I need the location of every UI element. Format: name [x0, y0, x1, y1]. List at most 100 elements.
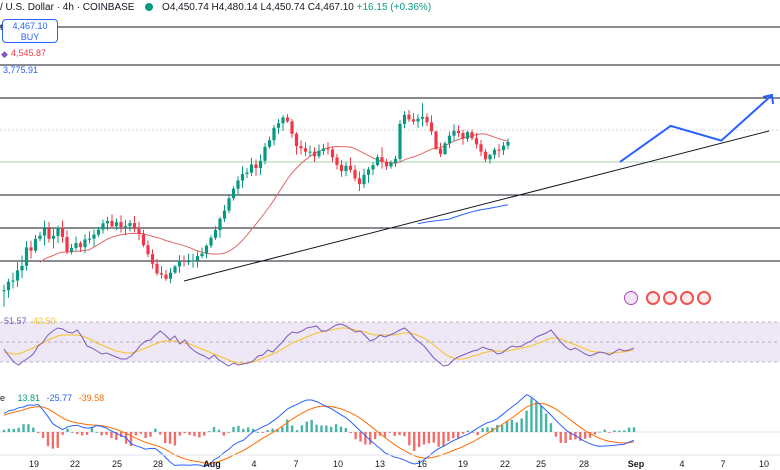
- candle: [159, 273, 164, 275]
- candle: [236, 180, 240, 189]
- macd-histogram-bar: [417, 432, 421, 448]
- candle: [425, 116, 429, 123]
- candle: [447, 135, 452, 144]
- candle: [317, 150, 321, 157]
- macd-histogram-bar: [139, 432, 142, 434]
- candle: [326, 148, 330, 150]
- macd-histogram-bar: [120, 432, 123, 437]
- macd-histogram-bar: [207, 431, 211, 433]
- candle: [339, 164, 344, 172]
- high-marker-icon: ◆: [1, 49, 8, 59]
- macd-legend[interactable]: e 13.81 -25.77 -39.58: [0, 393, 104, 403]
- macd-histogram-bar: [237, 425, 240, 432]
- economic-event-icon[interactable]: [663, 291, 677, 305]
- macd-histogram-bar: [491, 427, 494, 432]
- macd-histogram-bar: [344, 428, 348, 432]
- macd-histogram-bar: [520, 418, 523, 432]
- macd-histogram-bar: [271, 428, 274, 432]
- candle: [285, 117, 290, 122]
- macd-histogram-bar: [632, 427, 636, 432]
- macd-histogram-bar: [627, 427, 631, 432]
- candle: [488, 154, 492, 160]
- macd-signal-value: -39.58: [78, 393, 105, 403]
- candle: [218, 218, 222, 231]
- x-axis-tick-label: 22: [69, 459, 81, 469]
- macd-label: e: [0, 393, 6, 403]
- macd-histogram-bar: [603, 429, 606, 432]
- macd-histogram-bar: [554, 432, 558, 437]
- macd-histogram-bar: [300, 425, 304, 432]
- economic-event-icon[interactable]: [697, 291, 711, 305]
- candle: [164, 274, 168, 279]
- macd-histogram-bar: [7, 428, 11, 432]
- macd-histogram-bar: [432, 432, 435, 443]
- macd-histogram-bar: [466, 430, 470, 432]
- macd-histogram-bar: [286, 419, 289, 432]
- candle: [33, 238, 38, 251]
- candle: [119, 222, 123, 228]
- macd-histogram-bar: [66, 428, 69, 432]
- macd-histogram-bar: [251, 428, 255, 432]
- candle: [380, 157, 384, 163]
- candle: [209, 237, 213, 246]
- price-marker: t: [0, 22, 3, 32]
- macd-histogram-bar: [618, 430, 621, 432]
- candle: [11, 280, 15, 282]
- event-markers: [624, 291, 711, 305]
- economic-event-icon[interactable]: [646, 291, 660, 305]
- macd-histogram-bar: [334, 424, 338, 432]
- macd-histogram-bar: [549, 423, 553, 432]
- rsi-ma-line: [3, 327, 635, 364]
- candle: [443, 143, 447, 155]
- x-axis-tick-label: Aug: [203, 459, 221, 469]
- candle: [2, 290, 6, 292]
- candle: [429, 122, 434, 132]
- candle: [60, 227, 65, 237]
- rsi-value: 51.57: [4, 316, 27, 326]
- macd-histogram-bar: [525, 410, 528, 432]
- macd-histogram-bar: [564, 432, 567, 443]
- macd-histogram-bar: [613, 430, 616, 432]
- candle: [348, 165, 353, 170]
- dividend-marker-icon[interactable]: [624, 291, 638, 305]
- candle: [465, 132, 470, 139]
- macd-histogram-bar: [325, 425, 328, 432]
- candle: [191, 260, 195, 262]
- macd-histogram-bar: [154, 428, 157, 432]
- candle: [456, 130, 461, 134]
- candle: [276, 123, 281, 128]
- rsi-legend[interactable]: 51.57 42.50: [4, 316, 56, 326]
- candle: [29, 247, 33, 251]
- macd-histogram-bar: [183, 432, 186, 434]
- candle: [479, 144, 483, 152]
- candle: [506, 141, 510, 146]
- macd-histogram-bar: [500, 424, 504, 432]
- macd-histogram-bar: [427, 432, 431, 444]
- macd-histogram-bar: [266, 430, 269, 432]
- macd-histogram-bar: [110, 432, 113, 438]
- buy-button[interactable]: 4,467.10 BUY: [2, 19, 58, 43]
- macd-histogram-bar: [383, 432, 387, 438]
- macd-histogram-bar: [422, 432, 426, 445]
- macd-histogram-bar: [105, 432, 108, 435]
- macd-histogram-bar: [36, 432, 40, 434]
- macd-histogram-bar: [193, 432, 196, 437]
- symbol-title[interactable]: / U.S. Dollar · 4h · COINBASE: [0, 2, 135, 13]
- candle: [461, 133, 465, 139]
- rsi-ma-value: 42.50: [33, 316, 56, 326]
- candle: [65, 236, 69, 252]
- x-axis-tick-label: 10: [758, 459, 770, 469]
- candle: [155, 263, 159, 274]
- candle: [470, 132, 474, 139]
- candle: [420, 116, 425, 119]
- macd-histogram-bar: [540, 405, 543, 432]
- macd-histogram-bar: [608, 432, 611, 433]
- macd-histogram-bar: [12, 428, 15, 432]
- economic-event-icon[interactable]: [680, 291, 694, 305]
- macd-histogram-bar: [61, 432, 64, 435]
- candle: [213, 230, 218, 238]
- macd-histogram-bar: [535, 401, 538, 432]
- macd-histogram-bar: [95, 432, 98, 433]
